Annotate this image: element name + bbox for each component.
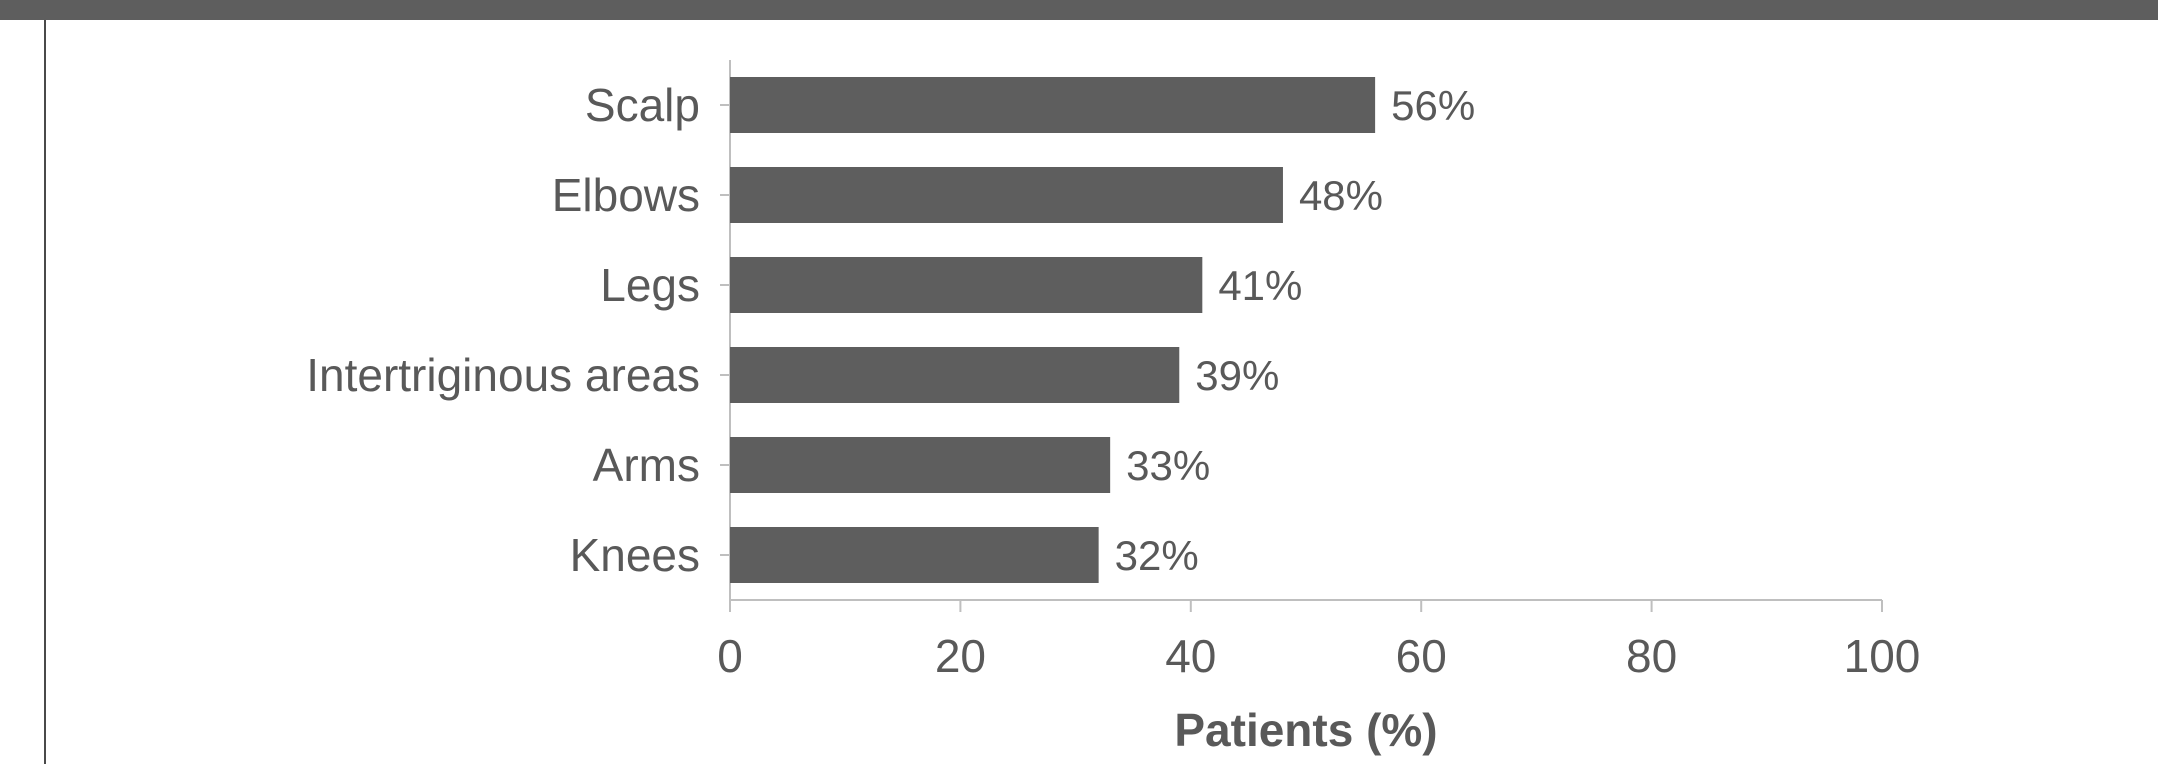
value-label-scalp: 56% <box>1391 82 1475 129</box>
category-label-intertriginous-areas: Intertriginous areas <box>306 349 700 401</box>
value-label-arms: 33% <box>1126 442 1210 489</box>
title-band <box>0 0 2158 20</box>
bar-scalp <box>730 77 1376 133</box>
category-label-scalp: Scalp <box>585 79 700 131</box>
bar-knees <box>730 527 1099 583</box>
x-tick-label: 100 <box>1844 630 1921 682</box>
bar-arms <box>730 437 1111 493</box>
category-label-knees: Knees <box>570 529 700 581</box>
value-label-elbows: 48% <box>1299 172 1383 219</box>
x-tick-label: 20 <box>935 630 986 682</box>
x-tick-label: 80 <box>1626 630 1677 682</box>
value-label-knees: 32% <box>1115 532 1199 579</box>
x-tick-label: 60 <box>1396 630 1447 682</box>
value-label-intertriginous-areas: 39% <box>1195 352 1279 399</box>
category-label-elbows: Elbows <box>552 169 700 221</box>
category-label-arms: Arms <box>593 439 700 491</box>
x-tick-label: 40 <box>1165 630 1216 682</box>
bar-elbows <box>730 167 1283 223</box>
x-tick-label: 0 <box>717 630 743 682</box>
category-label-legs: Legs <box>600 259 700 311</box>
bar-legs <box>730 257 1203 313</box>
bar-intertriginous-areas <box>730 347 1180 403</box>
x-axis-title: Patients (%) <box>1174 704 1437 756</box>
value-label-legs: 41% <box>1218 262 1302 309</box>
frame-border <box>44 20 46 764</box>
